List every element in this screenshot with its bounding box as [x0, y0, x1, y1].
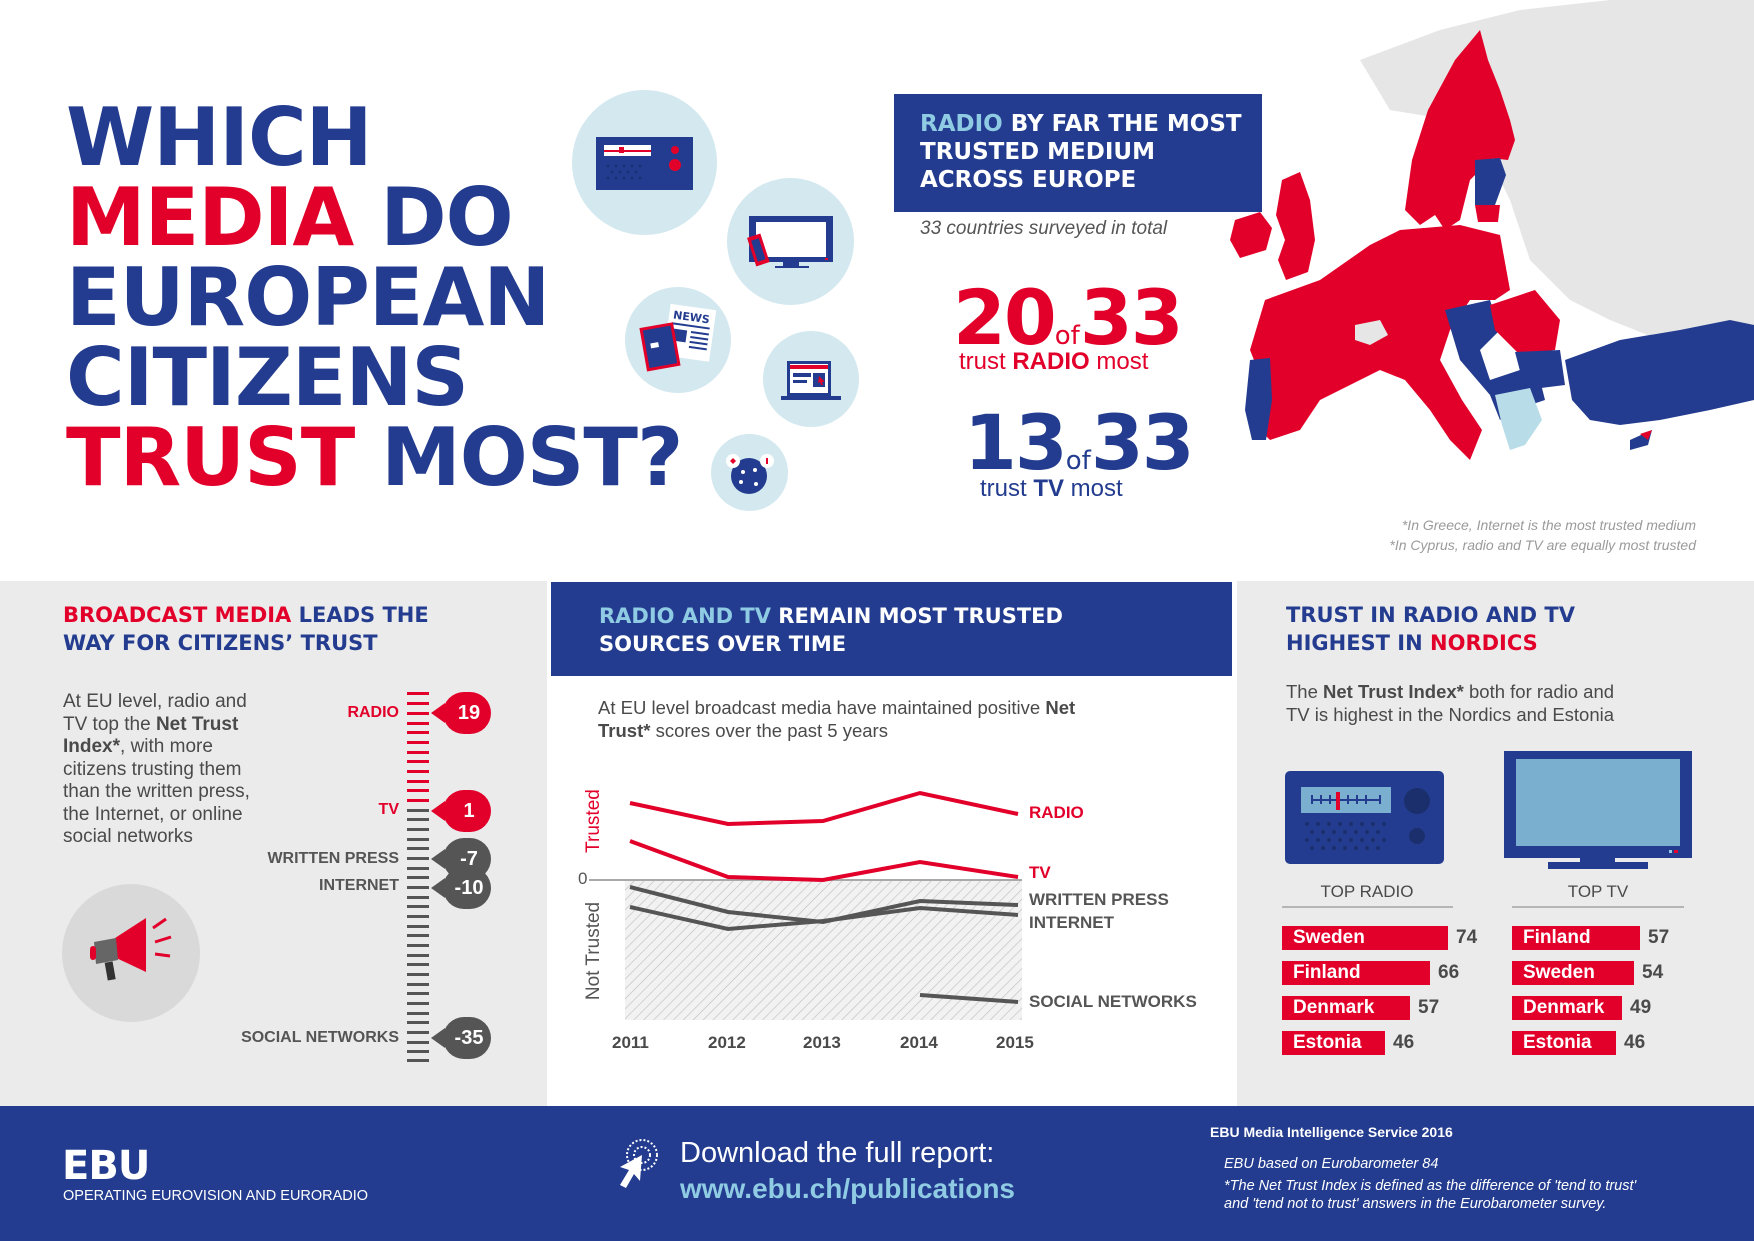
radio-value-estonia: 46 — [1393, 1032, 1415, 1053]
pin-internet: -10 — [431, 867, 491, 909]
map-footnote-cyprus: *In Cyprus, radio and TV are equally mos… — [1389, 537, 1696, 553]
tv-stat-label: trust TV most — [980, 475, 1123, 502]
left-panel-body: At EU level, radio and TV top the Net Tr… — [63, 691, 250, 847]
pin-social-networks: -35 — [431, 1017, 491, 1059]
headline-line-3: ACROSS EUROPE — [920, 167, 1137, 193]
series-social-networks — [919, 993, 1019, 1004]
trend-panel-heading: RADIO AND TV REMAIN MOST TRUSTED SOURCES… — [551, 582, 1232, 676]
year-2015: 2015 — [996, 1033, 1034, 1052]
year-2013: 2013 — [803, 1033, 841, 1052]
scale-label-radio: RADIO — [347, 704, 399, 721]
scale-label-tv: TV — [378, 801, 399, 818]
title-line-1: WHICH — [66, 91, 373, 184]
page-title: WHICH MEDIA DO EUROPEAN CITIZENS TRUST M… — [66, 91, 683, 504]
year-2014: 2014 — [900, 1033, 938, 1052]
download-text: Download the full report: — [680, 1137, 995, 1169]
tv-value-denmark: 49 — [1630, 997, 1652, 1018]
radio-bar-denmark: Denmark — [1282, 996, 1410, 1020]
right-panel-body: The Net Trust Index* both for radio and … — [1286, 681, 1615, 725]
newspaper-icon: NEWS — [625, 287, 731, 393]
axis-zero-label: 0 — [578, 869, 588, 888]
scale-label-internet: INTERNET — [319, 877, 399, 894]
label-internet: INTERNET — [1029, 913, 1114, 932]
radio-value-finland: 66 — [1438, 962, 1460, 983]
laptop-icon — [763, 331, 859, 427]
scale-label-written-press: WRITTEN PRESS — [267, 850, 399, 867]
ebu-tagline: OPERATING EUROVISION AND EURORADIO — [63, 1188, 369, 1204]
title-line-3: EUROPEAN — [66, 251, 550, 344]
left-panel-heading: BROADCAST MEDIA LEADS THE WAY FOR CITIZE… — [63, 603, 429, 655]
radio-illustration-icon — [1285, 771, 1444, 864]
right-panel-heading: TRUST IN RADIO AND TV HIGHEST IN NORDICS — [1286, 603, 1575, 655]
tv-icon — [727, 178, 854, 305]
axis-trusted-label: Trusted — [583, 789, 604, 853]
social-globe-icon — [711, 434, 788, 511]
radio-bar-sweden: Sweden — [1282, 926, 1448, 950]
trend-line-chart — [589, 790, 1022, 1020]
headline-box: RADIO BY FAR THE MOST TRUSTED MEDIUM ACR… — [894, 94, 1262, 212]
series-tv — [629, 839, 1019, 883]
headline-line-1: RADIO BY FAR THE MOST — [920, 111, 1242, 137]
tv-stat-number: 13of33 — [964, 398, 1195, 487]
label-social-networks: SOCIAL NETWORKS — [1029, 992, 1197, 1011]
source-service: EBU Media Intelligence Service 2016 — [1210, 1124, 1453, 1140]
radio-stat-number: 20of33 — [953, 273, 1184, 362]
radio-stat-label: trust RADIO most — [959, 348, 1149, 375]
series-radio — [629, 790, 1019, 827]
tv-value-sweden: 54 — [1642, 962, 1664, 983]
megaphone-icon — [62, 884, 200, 1022]
tv-value-estonia: 46 — [1624, 1032, 1646, 1053]
top-tv-rule — [1512, 906, 1684, 908]
source-eurobarometer: EBU based on Eurobarometer 84 — [1224, 1156, 1439, 1172]
source-definition: *The Net Trust Index is defined as the d… — [1224, 1178, 1637, 1212]
year-2012: 2012 — [708, 1033, 746, 1052]
series-internet — [629, 905, 1019, 932]
tv-bar-estonia: Estonia — [1512, 1031, 1616, 1055]
tv-illustration-icon — [1504, 751, 1692, 869]
radio-bar-estonia: Estonia — [1282, 1031, 1385, 1055]
title-line-5: TRUST MOST? — [66, 411, 683, 504]
pin-radio: 19 — [431, 692, 491, 734]
tv-bar-sweden: Sweden — [1512, 961, 1634, 985]
top-radio-heading: TOP RADIO — [1320, 882, 1414, 901]
click-cursor-icon — [620, 1139, 658, 1188]
top-tv-heading: TOP TV — [1567, 882, 1629, 901]
europe-map — [1230, 0, 1754, 460]
ebu-logo: EBU — [62, 1143, 150, 1189]
title-line-4: CITIZENS — [66, 331, 469, 424]
radio-value-sweden: 74 — [1456, 927, 1478, 948]
svg-text:NEWS: NEWS — [672, 308, 710, 326]
tv-value-finland: 57 — [1648, 927, 1670, 948]
label-written-press: WRITTEN PRESS — [1029, 890, 1169, 909]
year-2011: 2011 — [612, 1033, 649, 1052]
radio-value-denmark: 57 — [1418, 997, 1440, 1018]
tv-bar-finland: Finland — [1512, 926, 1640, 950]
tv-bar-denmark: Denmark — [1512, 996, 1622, 1020]
download-link[interactable]: www.ebu.ch/publications — [680, 1173, 1015, 1204]
map-footnote-greece: *In Greece, Internet is the most trusted… — [1401, 517, 1696, 533]
pin-tv: 1 — [431, 790, 491, 832]
radio-icon — [572, 90, 717, 235]
surveyed-note: 33 countries surveyed in total — [920, 218, 1168, 239]
headline-line-2: TRUSTED MEDIUM — [920, 139, 1155, 165]
title-line-2: MEDIA DO — [66, 171, 514, 264]
scale-label-social-networks: SOCIAL NETWORKS — [241, 1029, 399, 1046]
trend-panel-subtitle: At EU level broadcast media have maintai… — [598, 697, 1076, 741]
label-tv: TV — [1029, 863, 1051, 882]
axis-not-trusted-label: Not Trusted — [583, 901, 604, 1001]
net-trust-scale — [407, 692, 429, 1062]
label-radio: RADIO — [1029, 803, 1084, 822]
radio-bar-finland: Finland — [1282, 961, 1430, 985]
top-radio-rule — [1282, 906, 1453, 908]
footer — [0, 1106, 1754, 1241]
